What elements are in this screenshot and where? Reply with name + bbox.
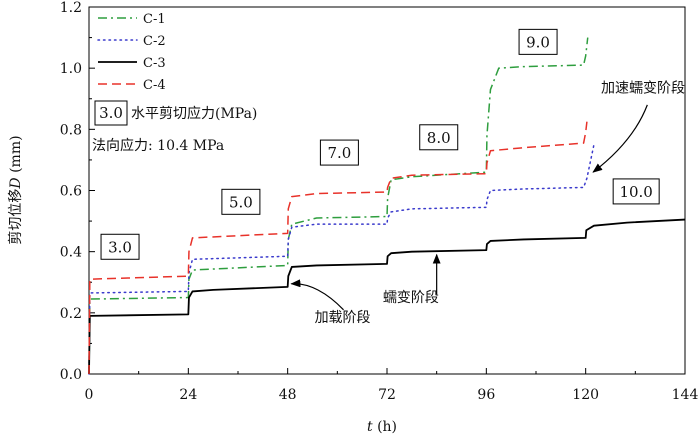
x-tick-label: 0 bbox=[85, 387, 94, 403]
legend-label: C-3 bbox=[143, 56, 166, 71]
series-line-c-3 bbox=[88, 218, 686, 375]
stress-level-label: 9.0 bbox=[526, 33, 550, 51]
stress-level-box bbox=[612, 178, 660, 205]
y-tick-label: 0.8 bbox=[60, 122, 82, 138]
y-tick-label: 0.4 bbox=[60, 245, 82, 261]
stress-level-box bbox=[419, 124, 459, 151]
x-tick-label: 96 bbox=[477, 387, 495, 403]
y-tick-label: 1.0 bbox=[60, 61, 82, 77]
stress-level-label: 7.0 bbox=[327, 144, 351, 162]
legend-stress-text: 水平剪切应力(MPa) bbox=[131, 105, 257, 122]
annotation-arrow bbox=[290, 279, 344, 311]
stress-level-box bbox=[221, 188, 261, 215]
series-line-c-1 bbox=[88, 37, 589, 375]
x-tick-label: 120 bbox=[572, 387, 599, 403]
stress-level-label: 8.0 bbox=[427, 129, 451, 147]
stress-level-box bbox=[100, 233, 140, 260]
annotation-label: 蠕变阶段 bbox=[383, 290, 439, 306]
plot-frame bbox=[88, 6, 686, 375]
annotation-label: 加速蠕变阶段 bbox=[601, 81, 685, 97]
legend-stress-box-label: 3.0 bbox=[99, 104, 123, 122]
stress-level-box bbox=[319, 139, 359, 166]
annotation-label: 加载阶段 bbox=[315, 310, 371, 326]
series-layer bbox=[88, 37, 686, 375]
stress-level-label: 3.0 bbox=[108, 238, 132, 256]
x-axis: 0 24 48 72 96 120 144 bbox=[85, 368, 699, 403]
y-tick-label: 0.0 bbox=[60, 367, 82, 383]
annotation-arrow bbox=[592, 104, 648, 173]
x-axis-label: t (h) bbox=[367, 419, 397, 435]
y-tick-label: 0.2 bbox=[60, 306, 82, 322]
stress-boxes: 3.0 5.0 7.0 8.0 9.0 10.0 bbox=[100, 28, 660, 260]
x-tick-label: 48 bbox=[279, 387, 297, 403]
legend-label: C-2 bbox=[143, 34, 166, 49]
legend-stress-note: 3.0 水平剪切应力(MPa) bbox=[94, 100, 257, 126]
legend-stress-box bbox=[94, 100, 128, 126]
stress-level-label: 10.0 bbox=[619, 183, 652, 201]
series-line-c-2 bbox=[88, 143, 595, 375]
y-axis: 0.0 0.2 0.4 0.6 0.8 1.0 1.2 bbox=[60, 0, 95, 383]
y-tick-label: 0.6 bbox=[60, 184, 82, 200]
x-tick-label: 72 bbox=[378, 387, 396, 403]
legend-label: C-4 bbox=[143, 78, 166, 93]
x-tick-label: 24 bbox=[179, 387, 197, 403]
y-tick-label: 1.2 bbox=[60, 0, 82, 16]
stress-level-label: 5.0 bbox=[229, 193, 253, 211]
legend-label: C-1 bbox=[143, 12, 166, 27]
normal-stress-text: 法向应力: 10.4 MPa bbox=[92, 137, 224, 154]
legend: C-1 C-2 C-3 C-4 bbox=[97, 12, 166, 93]
plot-border bbox=[88, 6, 686, 375]
y-axis-label: 剪切位移D (mm) bbox=[8, 135, 24, 244]
x-tick-label: 144 bbox=[672, 387, 699, 403]
stress-level-box bbox=[518, 28, 558, 55]
series-line-c-4 bbox=[88, 121, 588, 375]
